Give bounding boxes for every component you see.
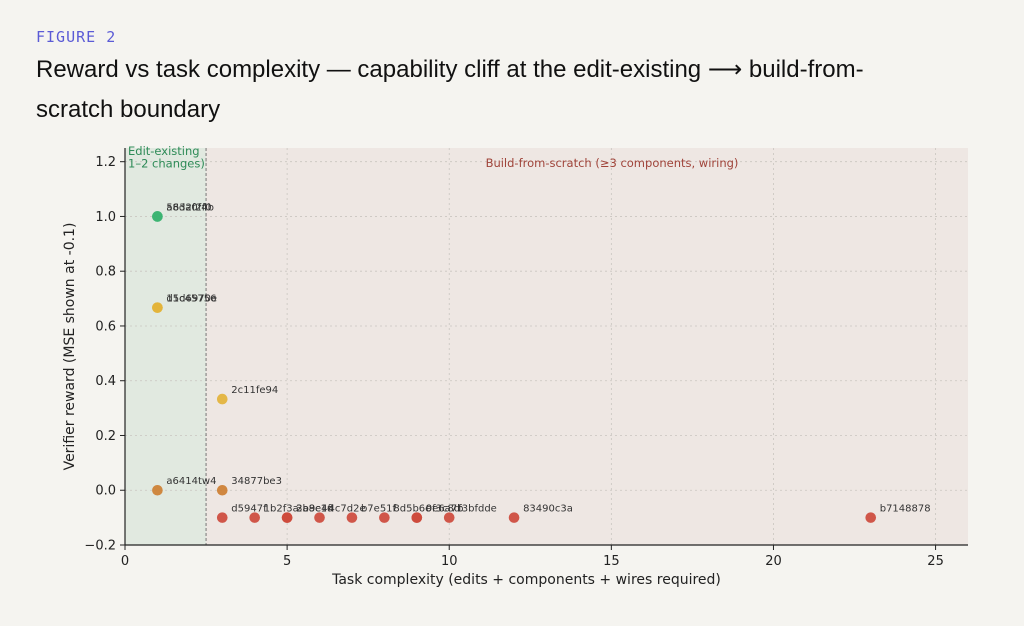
point-label: b7148878 [880, 504, 931, 515]
point-label: 0f3c8d [426, 504, 460, 515]
point-label: d1d6970e [166, 294, 217, 305]
data-point [865, 512, 877, 523]
point-label: 4c7d2e [329, 504, 366, 515]
point-label: 15c45756 [166, 294, 216, 305]
x-tick-label: 10 [441, 554, 458, 569]
data-point [314, 512, 325, 523]
point-label: 2a8e4f [296, 504, 331, 515]
region-label-build-from-scratch: Build-from-scratch (≥3 components, wirin… [486, 156, 739, 170]
x-axis-label: Task complexity (edits + components + wi… [331, 572, 721, 588]
point-label: 3b9c1d [296, 504, 333, 515]
data-point [216, 484, 228, 496]
data-point [411, 512, 423, 523]
points-layer [152, 211, 877, 523]
data-point [249, 512, 260, 523]
point-label: b7e51f [361, 504, 397, 515]
data-point [281, 512, 293, 523]
x-tick-label: 25 [927, 554, 944, 569]
x-tick-label: 20 [765, 554, 782, 569]
region-label-edit-existing: Edit-existing [128, 144, 200, 158]
point-label: a8da0f4b [166, 202, 214, 213]
y-tick-label: 0.4 [95, 374, 116, 389]
y-tick-label: 0.6 [95, 319, 116, 334]
point-label: 34877be3 [231, 476, 282, 487]
data-point [152, 302, 163, 313]
point-label: 8d5b6c [393, 504, 430, 515]
region-label-edit-existing: 1–2 changes) [128, 157, 205, 171]
x-tick-label: 5 [283, 554, 291, 569]
data-point [152, 484, 163, 496]
point-label: 9e6a7b [426, 504, 464, 515]
y-tick-label: 0.0 [95, 484, 116, 499]
y-tick-label: 0.2 [95, 429, 116, 444]
x-tick-label: 0 [121, 554, 129, 569]
data-point [443, 512, 455, 523]
point-label: f3bfdde [458, 504, 497, 515]
point-label: 5632f2f0 [166, 202, 211, 213]
region-edit-existing [125, 148, 207, 545]
y-tick-label: −0.2 [84, 539, 116, 554]
axes-layer: 0 5 10 15 20 25 −0.2 0.0 0.2 0.4 0.6 0.8 1.0 1.2 Task … [62, 148, 968, 588]
data-point [216, 512, 228, 523]
data-point [508, 512, 520, 523]
y-tick-label: 0.8 [95, 265, 116, 280]
data-point [379, 512, 390, 523]
data-point [216, 393, 228, 405]
figure-label: FIGURE 2 [36, 28, 117, 46]
point-label: 1b2f3a [264, 504, 299, 515]
figure-title: Reward vs task complexity — capability c… [36, 56, 864, 123]
x-tick-label: 15 [603, 554, 620, 569]
point-label: 2c11fe94 [231, 385, 278, 396]
point-label: a6414tw4 [166, 476, 216, 487]
point-label: 83490c3a [523, 504, 573, 515]
y-tick-label: 1.2 [95, 155, 116, 170]
data-point [346, 512, 358, 523]
region-build-from-scratch [206, 148, 969, 545]
data-point [152, 211, 163, 222]
regions-layer [125, 148, 969, 545]
point-label: d5947f [231, 504, 267, 515]
y-axis-label: Verifier reward (MSE shown at -0.1) [62, 223, 78, 471]
y-tick-label: 1.0 [95, 210, 116, 225]
